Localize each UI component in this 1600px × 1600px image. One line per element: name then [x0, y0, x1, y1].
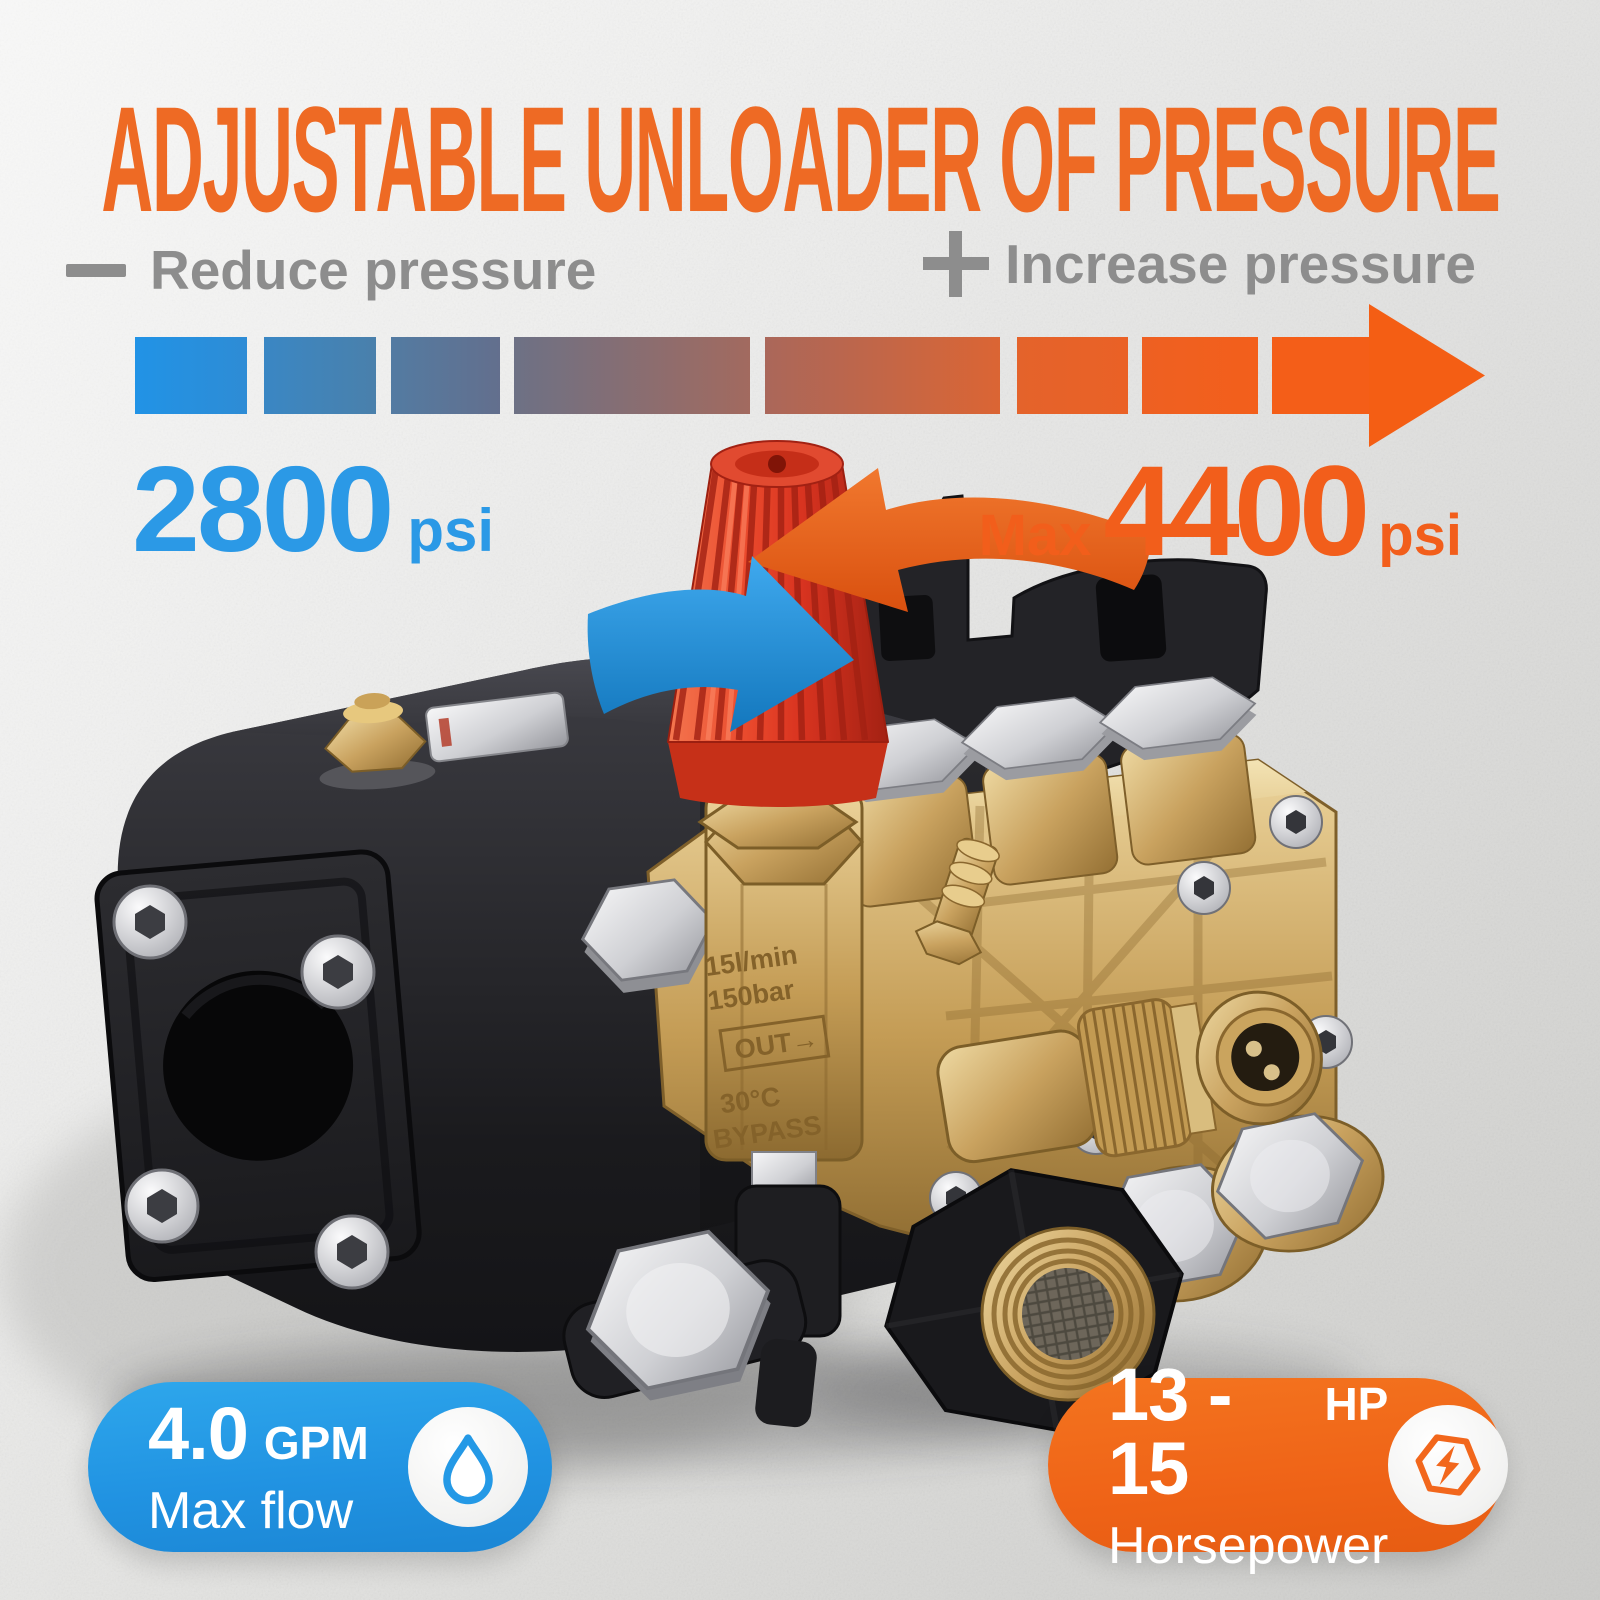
flow-value: 4.0	[148, 1392, 249, 1475]
horsepower-text: 13 - 15 HP Horsepower	[1108, 1353, 1389, 1575]
increase-pressure-label: Increase pressure	[1005, 233, 1476, 295]
flow-icon-circle	[408, 1407, 528, 1527]
gradient-arrow-segment	[514, 337, 750, 414]
max-pressure-prefix: Max	[978, 503, 1092, 568]
gradient-arrow-segment	[391, 337, 500, 414]
max-flow-text: 4.0 GPM Max flow	[148, 1392, 369, 1540]
power-icon-circle	[1388, 1405, 1509, 1525]
gradient-arrow-segment	[264, 337, 376, 414]
lightning-bolt-icon	[1415, 1434, 1481, 1496]
max-pressure-unit: psi	[1378, 503, 1462, 568]
plus-icon	[923, 231, 990, 297]
min-pressure-unit: psi	[407, 497, 495, 564]
min-pressure-value: 2800	[132, 441, 394, 577]
gradient-arrow-segment	[1272, 337, 1370, 414]
gradient-arrow-segment	[135, 337, 247, 414]
water-droplet-icon	[443, 1434, 493, 1505]
pressure-gradient-arrow	[135, 304, 1487, 447]
gradient-arrow-segment	[1017, 337, 1128, 414]
horsepower-unit: HP	[1324, 1378, 1389, 1430]
gradient-arrow-segment	[1142, 337, 1258, 414]
page-title: ADJUSTABLE UNLOADER OF PRESSURE	[100, 75, 1501, 243]
horsepower-value: 13 - 15	[1108, 1353, 1233, 1510]
flow-unit: GPM	[263, 1417, 369, 1469]
minus-icon	[66, 263, 126, 277]
reduce-pressure-label: Reduce pressure	[150, 239, 597, 301]
gradient-arrow-segment	[765, 337, 1000, 414]
min-pressure-figure: 2800 psi	[132, 448, 494, 570]
reduce-pressure-label-group: Reduce pressure	[66, 238, 596, 302]
gradient-arrow-head	[1369, 304, 1485, 447]
max-pressure-value: 4400	[1103, 440, 1370, 583]
horsepower-label: Horsepower	[1108, 1517, 1389, 1575]
horsepower-badge: 13 - 15 HP Horsepower	[1048, 1358, 1509, 1572]
max-flow-badge: 4.0 GPM Max flow	[88, 1382, 552, 1552]
flow-label: Max flow	[148, 1482, 354, 1540]
increase-pressure-label-group: Increase pressure	[923, 231, 1476, 297]
max-pressure-figure: Max 4400 psi	[979, 448, 1462, 576]
